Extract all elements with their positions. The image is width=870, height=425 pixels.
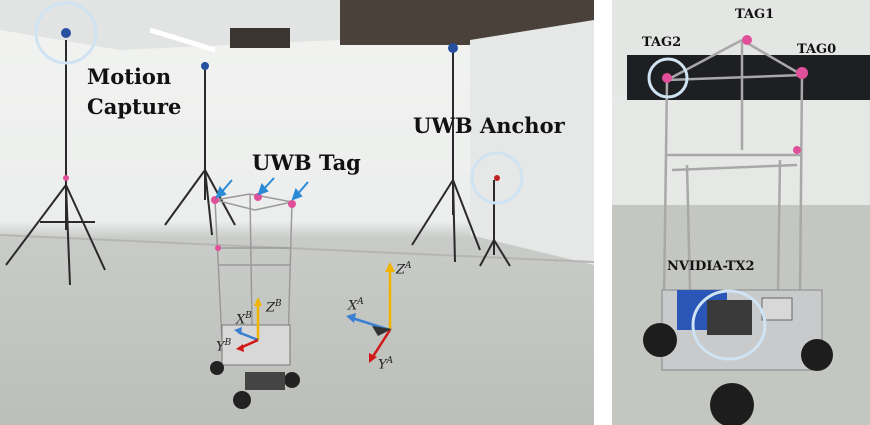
uwb-tag-marker — [254, 193, 262, 201]
robot-frame-right — [662, 38, 804, 301]
lab-scene-left — [0, 0, 594, 409]
wheel — [643, 323, 677, 357]
robot-body-left — [221, 324, 291, 366]
wheel — [233, 391, 251, 409]
robot-base — [245, 372, 285, 390]
lab-scene-right — [612, 0, 870, 425]
tag0-marker — [796, 67, 808, 79]
sensor — [761, 297, 793, 321]
nvidia-board — [707, 300, 752, 335]
lab-photo-left: Motion Capture UWB Anchor UWB Tag ZA XA … — [0, 0, 594, 425]
camera-center — [201, 62, 209, 70]
tag2-label: TAG2 — [642, 35, 682, 50]
uwb-tag-marker — [288, 200, 296, 208]
floor-line — [0, 234, 594, 263]
axis-label-y-a: YA — [378, 356, 394, 373]
axis-label-y-b: YB — [216, 338, 232, 355]
highlight-circle-tag2 — [647, 57, 689, 99]
axis-label-z-a: ZA — [396, 261, 412, 278]
anchor-stand — [479, 180, 511, 267]
tag-arrows — [215, 177, 309, 201]
wheel — [710, 383, 754, 425]
uwb-anchor-label: UWB Anchor — [413, 113, 565, 138]
highlight-circle-nvidia — [691, 289, 767, 361]
axis-label-z-b: ZB — [266, 299, 282, 316]
highlight-circle-motion — [34, 1, 98, 65]
tag0-label: TAG0 — [797, 42, 837, 57]
uwb-anchor-device — [494, 175, 500, 181]
lab-photo-right: TAG1 TAG2 TAG0 NVIDIA-TX2 — [612, 0, 870, 425]
highlight-circle-anchor — [470, 151, 524, 205]
right-wall — [470, 20, 594, 265]
axis-label-x-b: XB — [236, 311, 252, 328]
tag1-marker — [742, 35, 752, 45]
wheel — [801, 339, 833, 371]
camera-right — [448, 43, 458, 53]
wheel — [284, 372, 300, 388]
frame-marker — [215, 245, 221, 251]
tripod-right — [411, 48, 481, 263]
camera-left — [61, 28, 71, 38]
ceiling-light — [149, 27, 216, 53]
axes-frame-a — [346, 262, 395, 363]
uwb-tag-label: UWB Tag — [252, 150, 361, 175]
frame-marker — [793, 146, 801, 154]
tag2-marker — [662, 73, 672, 83]
ceiling-beam — [230, 28, 290, 48]
axes-frame-b — [234, 297, 262, 352]
wheel — [210, 361, 224, 375]
tag1-label: TAG1 — [735, 7, 775, 22]
robot-frame-left — [214, 193, 293, 346]
tripod-center-left — [164, 62, 236, 236]
tripod-left — [5, 40, 106, 286]
motion-capture-label-line2: Capture — [87, 94, 182, 119]
nvidia-label: NVIDIA-TX2 — [667, 259, 755, 274]
axis-label-x-a: XA — [348, 297, 364, 314]
frame-marker — [63, 175, 69, 181]
motion-capture-label-line1: Motion — [87, 64, 172, 89]
